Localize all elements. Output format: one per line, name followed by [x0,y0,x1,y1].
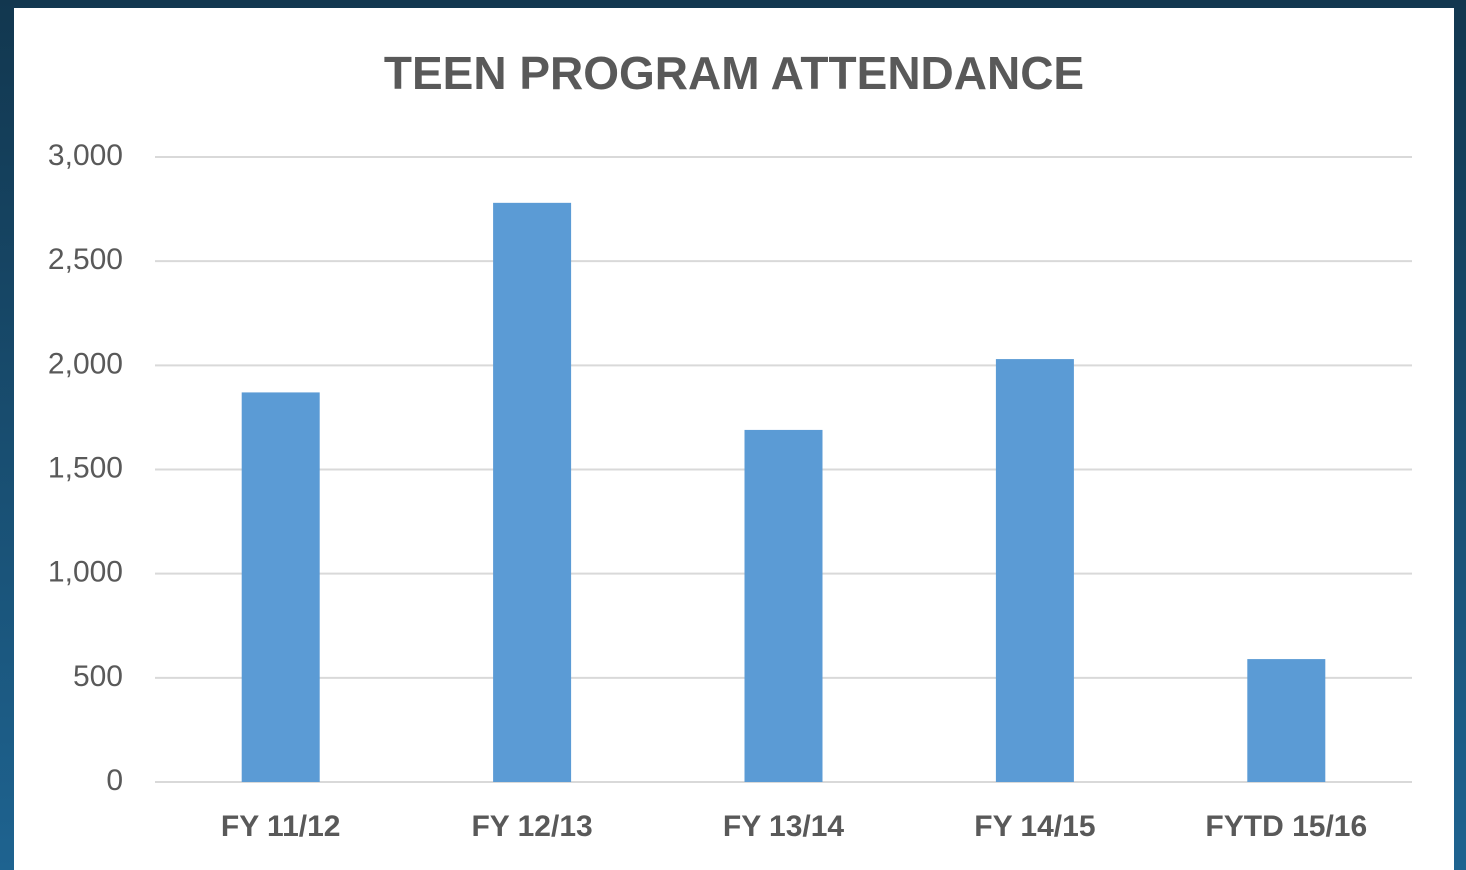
bar [1247,659,1326,782]
chart-title: TEEN PROGRAM ATTENDANCE [384,47,1084,99]
x-tick-label: FY 14/15 [974,810,1095,843]
x-tick-label: FY 12/13 [471,810,592,843]
y-tick-label: 3,000 [48,139,123,172]
y-tick-label: 0 [106,764,123,797]
y-tick-label: 500 [73,660,123,693]
bar [493,202,572,783]
x-tick-label: FY 13/14 [723,810,845,843]
y-tick-label: 1,500 [48,451,123,484]
x-tick-label: FY 11/12 [221,810,341,843]
chart-panel [14,8,1454,870]
y-tick-label: 2,500 [48,243,123,276]
x-tick-label: FYTD 15/16 [1205,810,1367,843]
y-tick-label: 2,000 [48,347,123,380]
bar [744,429,823,782]
y-tick-label: 1,000 [48,556,123,589]
bar [995,359,1074,782]
bar [241,392,320,782]
